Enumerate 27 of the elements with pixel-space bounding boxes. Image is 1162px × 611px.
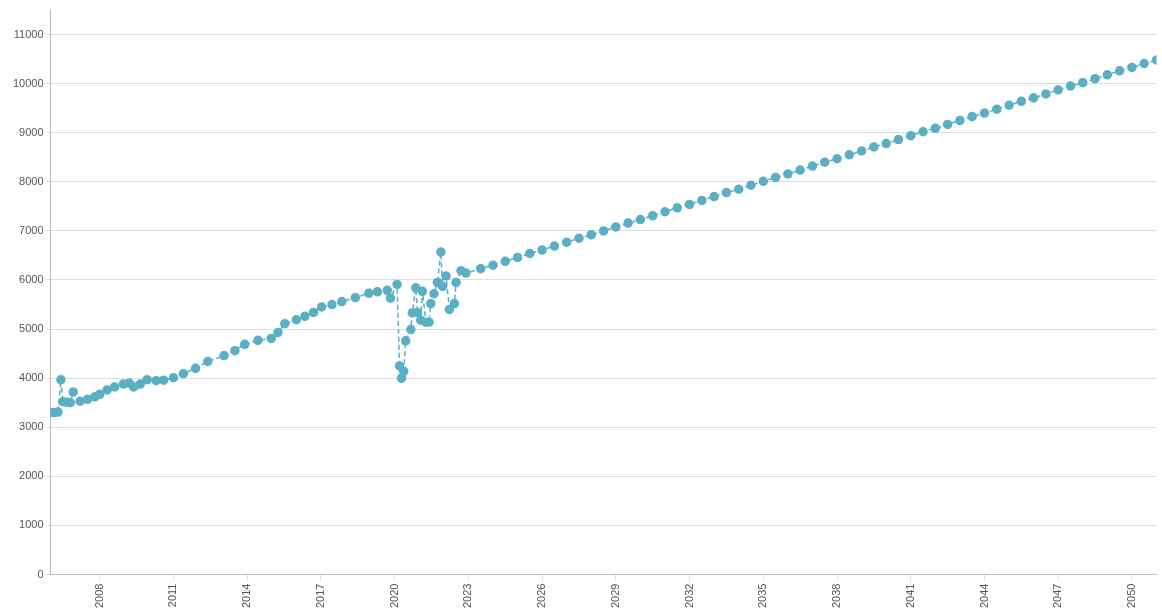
x-tick-label: 2038 [830, 583, 843, 609]
y-tick-label: 0 [37, 567, 44, 580]
x-tick-label: 2047 [1051, 583, 1064, 609]
x-tick-label: 2017 [313, 583, 326, 609]
x-tick-label: 2023 [461, 583, 474, 609]
x-tick-label: 2035 [756, 583, 769, 609]
x-tick-label: 2032 [682, 583, 695, 609]
x-tick-label: 2029 [608, 583, 621, 609]
y-tick-label: 7000 [19, 223, 44, 236]
y-tick-label: 8000 [19, 174, 44, 187]
y-tick-label: 10000 [12, 76, 44, 89]
x-tick-label: 2050 [1124, 583, 1137, 609]
x-tick-label: 2020 [387, 583, 400, 609]
x-tick-label: 2041 [903, 583, 916, 609]
x-tick-label: 2011 [166, 583, 179, 608]
y-tick-label: 9000 [19, 125, 44, 138]
x-tick-label: 2014 [240, 583, 253, 609]
y-tick-label: 4000 [19, 371, 44, 384]
x-tick-label: 2026 [535, 583, 548, 609]
y-tick-label: 1000 [19, 518, 44, 531]
y-tick-label: 2000 [19, 469, 44, 482]
y-tick-label: 3000 [19, 420, 44, 433]
y-tick-label: 6000 [19, 273, 44, 286]
y-tick-label: 11000 [13, 27, 44, 40]
x-tick-label: 2044 [977, 583, 990, 609]
x-tick-label: 2008 [92, 583, 105, 609]
y-tick-label: 5000 [19, 322, 44, 335]
